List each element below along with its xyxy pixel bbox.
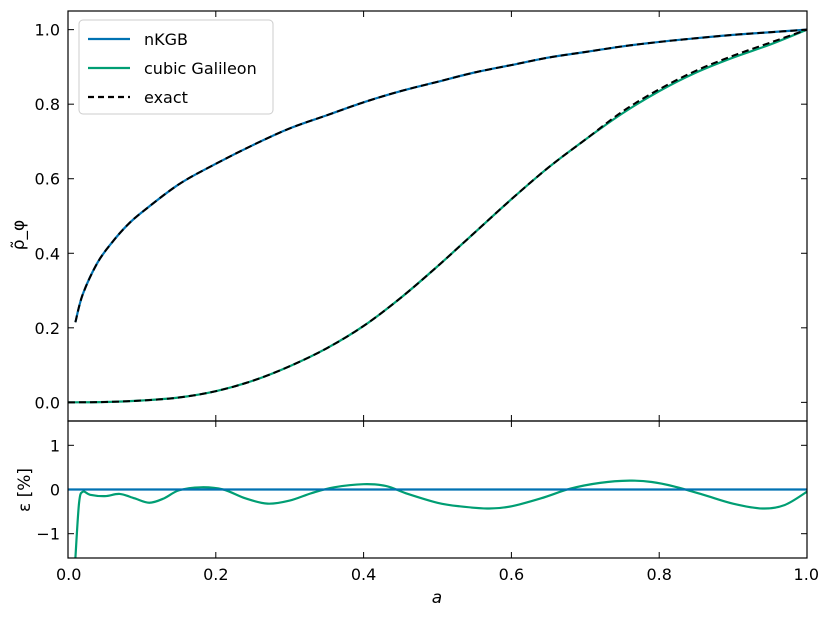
x-tick-label: 1.0 xyxy=(794,565,819,584)
residual-series xyxy=(68,479,808,559)
residual-y-tick-label: −1 xyxy=(36,525,60,544)
main-y-tick-label: 0.8 xyxy=(35,95,60,114)
x-tick-label: 0.2 xyxy=(203,565,228,584)
main-y-axis-label: ρ̃_φ xyxy=(9,220,29,251)
legend-box xyxy=(78,19,274,115)
series-exact-line-0 xyxy=(74,28,808,323)
residual-series-cubic-galileon-line xyxy=(74,479,808,559)
main-series xyxy=(67,28,808,404)
residual-ticks: −1 0 1 0.0 0.2 0.4 0.6 0.8 1.0 xyxy=(36,421,819,584)
main-y-tick-label: 0.4 xyxy=(35,244,60,263)
main-y-tick-label: 0.6 xyxy=(35,170,60,189)
main-y-tick-label: 0.2 xyxy=(35,319,60,338)
residual-panel: −1 0 1 0.0 0.2 0.4 0.6 0.8 1.0 ε [%] a xyxy=(15,420,819,608)
legend-label-nkgb: nKGB xyxy=(144,30,188,49)
main-y-tick-label: 1.0 xyxy=(35,21,60,40)
series-exact-line-1 xyxy=(67,28,808,404)
residual-y-tick-label: 0 xyxy=(50,481,60,500)
x-tick-label: 0.6 xyxy=(499,565,524,584)
residual-y-axis-label: ε [%] xyxy=(15,468,35,512)
legend-label-cubic-galileon: cubic Galileon xyxy=(144,59,257,78)
main-panel: 0.0 0.2 0.4 0.6 0.8 1.0 ρ̃_φ nKGB cubic Galil… xyxy=(9,10,808,422)
x-axis-label: a xyxy=(432,588,442,608)
legend-label-exact: exact xyxy=(144,88,188,107)
residual-plot-frame xyxy=(67,420,808,559)
residual-y-tick-label: 1 xyxy=(50,436,60,455)
legend: nKGB cubic Galileon exact xyxy=(78,19,274,115)
x-tick-label: 0.8 xyxy=(646,565,671,584)
x-tick-label: 0.4 xyxy=(351,565,376,584)
x-tick-label: 0.0 xyxy=(56,565,81,584)
main-y-tick-label: 0.0 xyxy=(35,393,60,412)
